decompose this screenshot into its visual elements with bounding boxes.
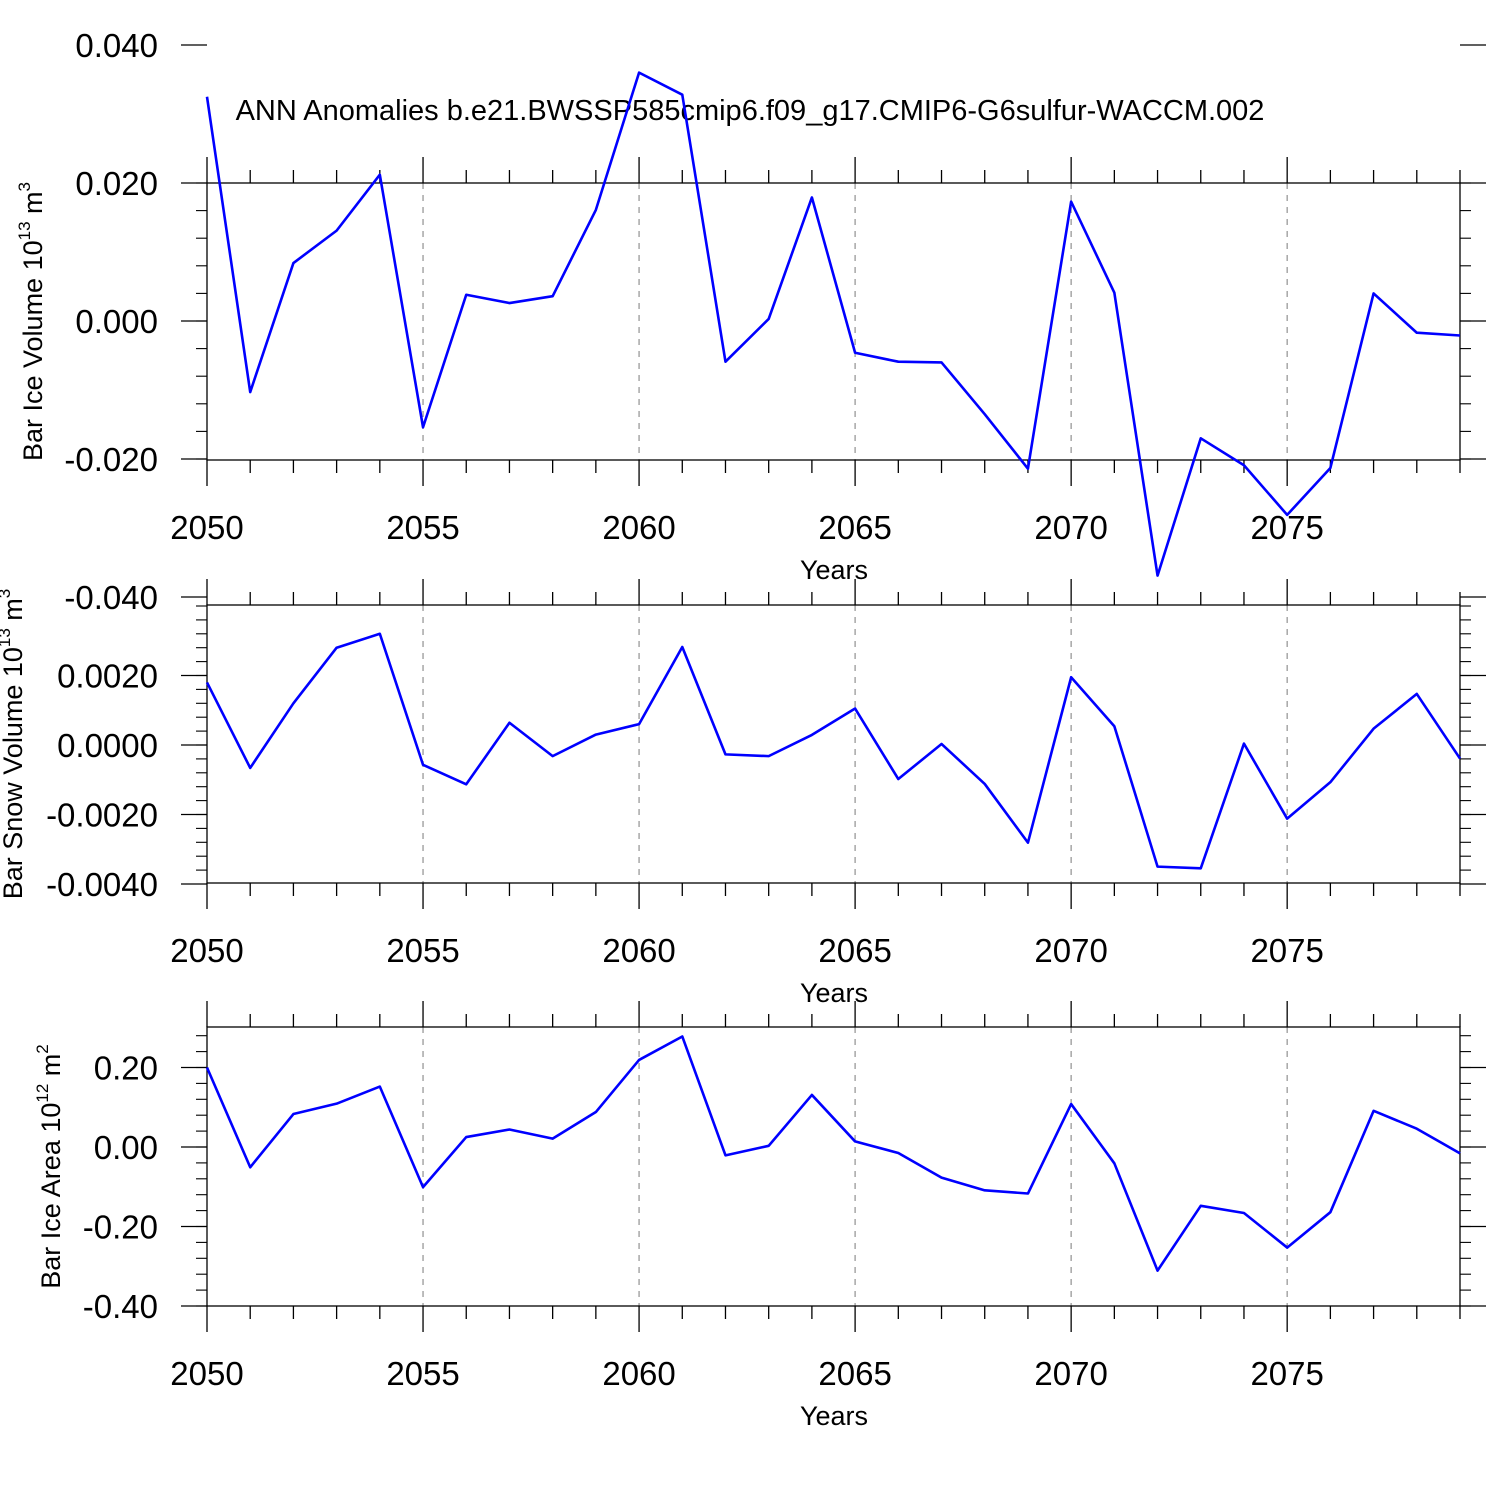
chart-panel-2: 0.0020 0.0000 -0.0020 -0.0040 2050 2055 2060 20… [0,579,1486,1008]
y-tick-label: 0.000 [75,303,158,340]
chart-panel-1: 0.040 0.020 0.000 -0.020 -0.040 2050 2055 2060 2… [15,27,1486,616]
y-axis-label-exponent: 12 [33,1084,52,1103]
chart-panels: 0.040 0.020 0.000 -0.020 -0.040 2050 2055 2060 2… [0,27,1486,1431]
y-axis-label-unit: m [18,191,48,221]
y-axis-label: Bar Snow Volume 1013 m3 [0,589,28,900]
y-axis-label-exponent: 13 [0,628,14,647]
y-axis-label: Bar Ice Area 1012 m2 [33,1044,66,1289]
x-tick-label: 2070 [1034,1355,1107,1392]
x-tick-label: 2055 [386,1355,459,1392]
y-axis-label-unit-exponent: 2 [33,1044,52,1053]
x-tick-label: 2065 [818,932,891,969]
plot-frame [206,182,1461,461]
y-axis-label-text: Bar Ice Volume 10 [18,240,48,461]
y-tick-label: 0.020 [75,165,158,202]
x-tick-label: 2055 [386,509,459,546]
x-axis-label: Years [800,555,868,585]
x-tick-label: 2065 [818,509,891,546]
x-tick-label: 2055 [386,932,459,969]
plot-frame [206,1026,1461,1307]
series-line-1 [205,632,1462,870]
y-tick-label: -0.0020 [46,797,158,834]
x-tick-label: 2070 [1034,509,1107,546]
x-axis-label: Years [800,978,868,1008]
chart-panel-3: 0.20 0.00 -0.20 -0.40 2050 2055 2060 2065 2070 20… [33,1001,1486,1431]
y-axis-label-unit: m [36,1054,66,1084]
y-tick-label: 0.00 [94,1129,158,1166]
y-axis-label-text: Bar Ice Area 10 [36,1103,66,1289]
y-tick-label: 0.0020 [57,658,158,695]
x-tick-label: 2060 [602,932,675,969]
x-tick-label: 2065 [818,1355,891,1392]
y-tick-label: 0.040 [75,27,158,64]
figure-title: ANN Anomalies b.e21.BWSSP585cmip6.f09_g1… [236,95,1265,127]
y-axis-label-unit: m [0,598,28,628]
x-tick-label: 2050 [170,932,243,969]
series-line-1 [205,71,1461,577]
plot-frame [206,604,1461,884]
y-tick-label: 0.0000 [57,727,158,764]
y-tick-label: -0.040 [64,579,158,616]
x-tick-label: 2050 [170,509,243,546]
y-axis-label-unit-exponent: 3 [0,589,14,598]
x-tick-label: 2050 [170,1355,243,1392]
y-tick-label: -0.020 [64,441,158,478]
y-tick-label: -0.20 [83,1209,158,1246]
series-line-1 [205,1035,1461,1272]
y-axis-label-exponent: 13 [15,221,34,240]
y-axis-label-unit-exponent: 3 [15,182,34,191]
x-tick-label: 2060 [602,1355,675,1392]
x-tick-label: 2060 [602,509,675,546]
y-tick-label: 0.20 [94,1050,158,1087]
y-axis-label-text: Bar Snow Volume 10 [0,647,28,899]
x-axis-label: Years [800,1401,868,1431]
x-tick-label: 2070 [1034,932,1107,969]
y-tick-label: -0.0040 [46,866,158,903]
x-tick-label: 2075 [1250,1355,1323,1392]
x-tick-label: 2075 [1250,932,1323,969]
y-tick-label: -0.40 [83,1288,158,1325]
y-axis-label: Bar Ice Volume 1013 m3 [15,182,48,461]
